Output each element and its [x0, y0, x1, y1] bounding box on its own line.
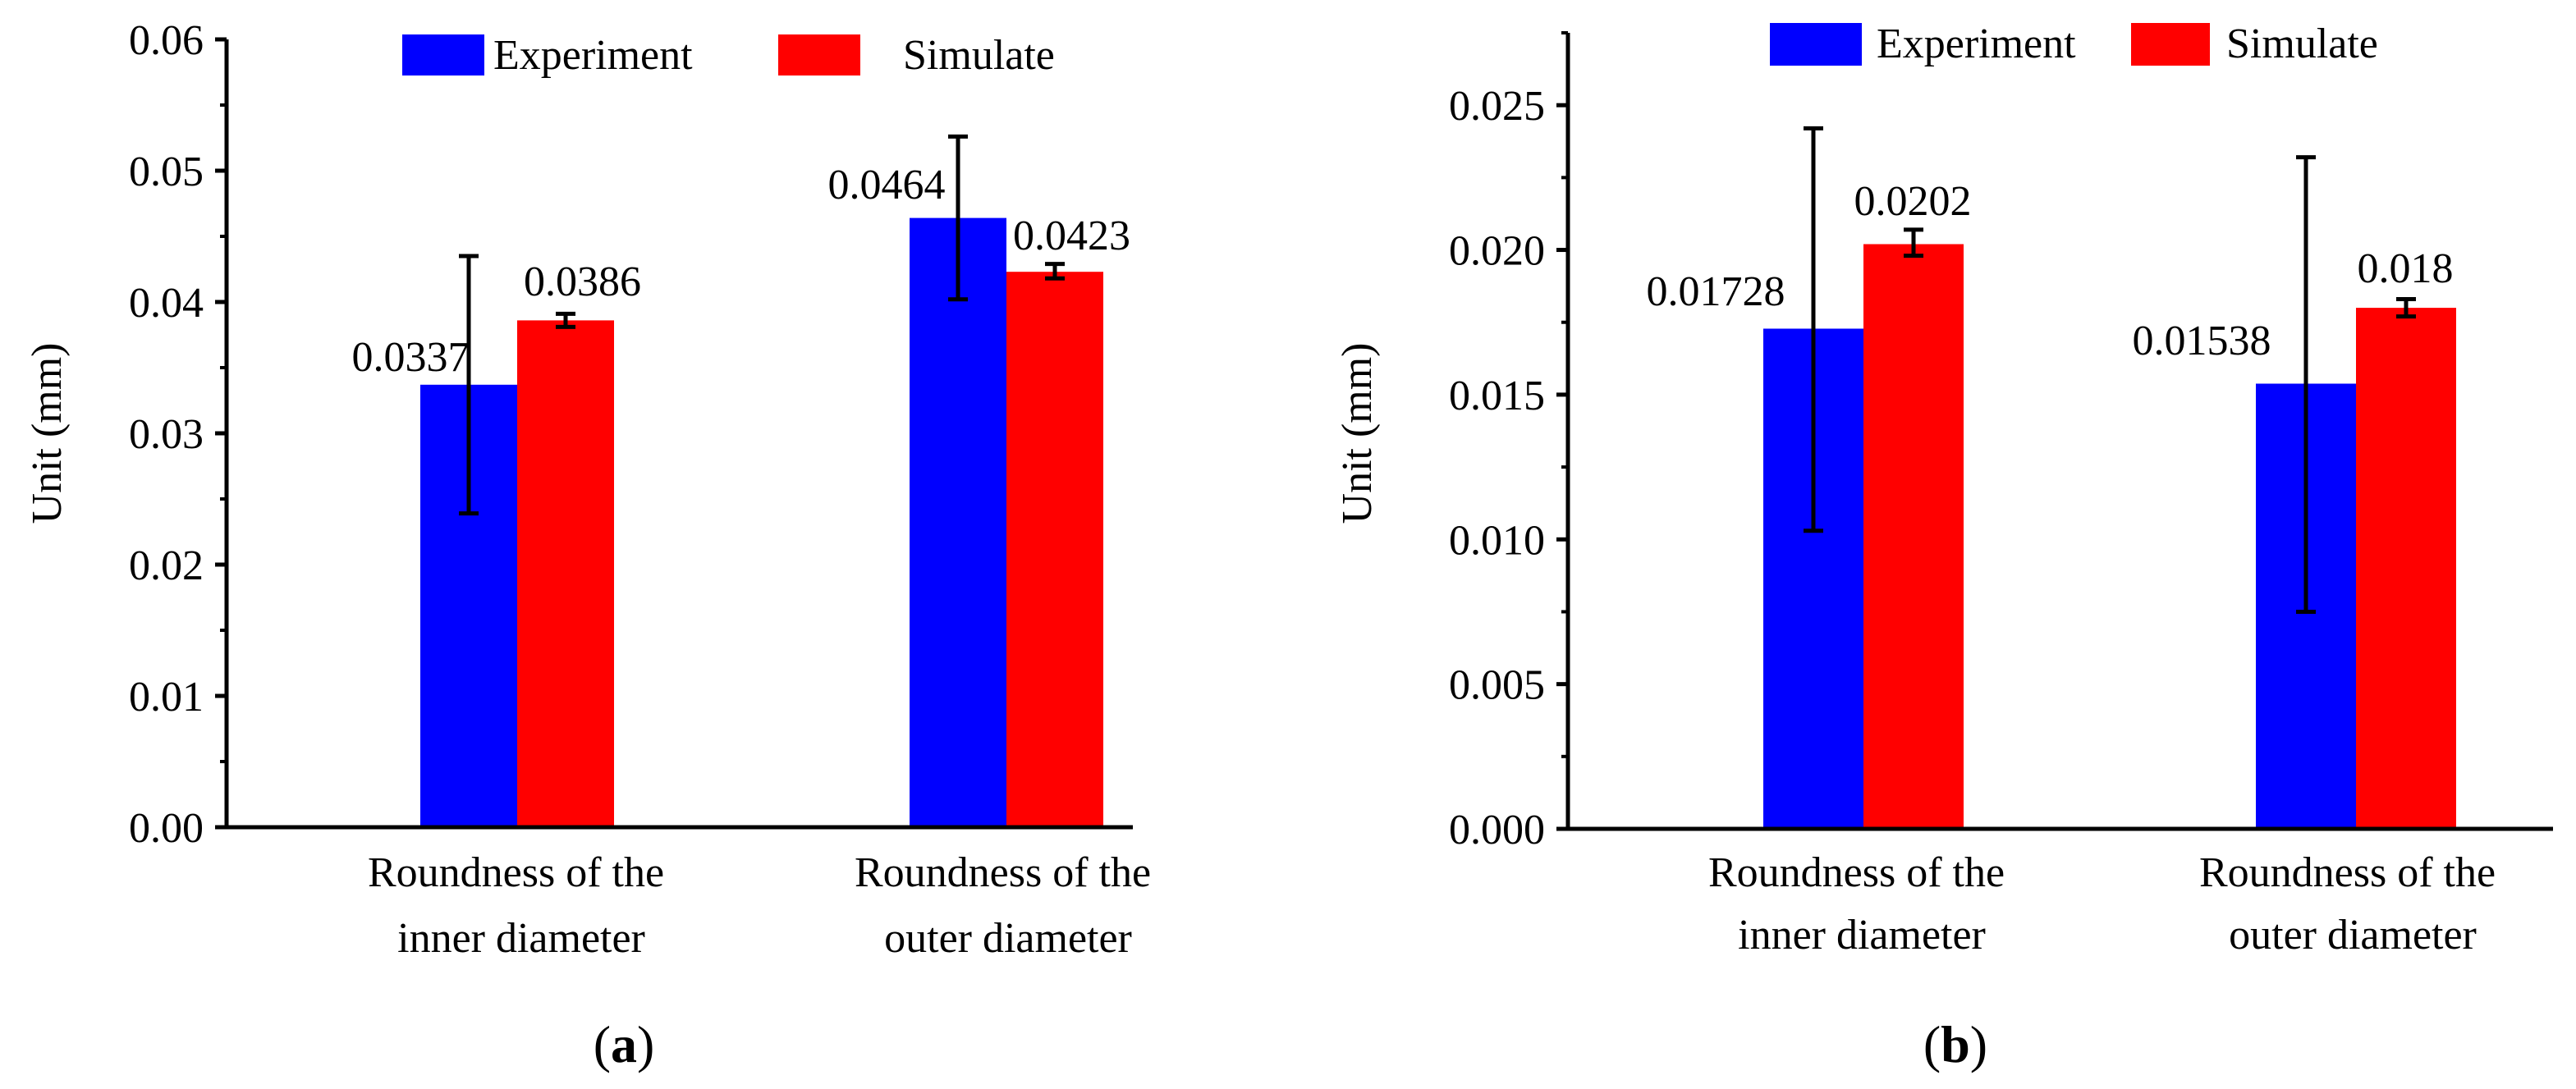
panel-label-a: (a) — [594, 1015, 655, 1073]
category-label-outer: Roundness of the outer diameter — [855, 849, 1162, 962]
category-label-inner: Roundness of the inner diameter — [1708, 849, 2015, 959]
chart-panel-a: 0.00 0.01 0.02 0.03 0.04 0.05 0.06 0.0337 0.046… — [24, 17, 1162, 1073]
error-bar-experiment-inner — [459, 254, 479, 516]
legend-swatch-simulate — [778, 34, 860, 75]
error-bar-simulate-outer — [1045, 262, 1065, 281]
y-tick-label: 0.020 — [1449, 228, 1545, 275]
legend-swatch-experiment — [402, 34, 484, 75]
error-bar-experiment-inner — [1804, 126, 1823, 533]
bar-experiment-outer — [910, 217, 1006, 828]
y-tick-label: 0.005 — [1449, 662, 1545, 709]
value-label-simulate-inner: 0.0386 — [524, 259, 641, 305]
error-bar-experiment-outer — [948, 134, 968, 302]
value-label-experiment-outer: 0.0464 — [828, 162, 946, 208]
legend-swatch-simulate — [2131, 23, 2210, 66]
category-label-inner: Roundness of the inner diameter — [368, 849, 675, 962]
y-tick-label: 0.06 — [129, 17, 204, 64]
value-label-simulate-outer: 0.0423 — [1013, 213, 1130, 259]
error-bar-simulate-inner — [556, 311, 575, 329]
y-tick-label: 0.03 — [129, 411, 204, 458]
value-label-experiment-inner: 0.01728 — [1647, 268, 1785, 315]
legend-label-experiment: Experiment — [493, 32, 693, 79]
legend: Experiment Simulate — [402, 32, 1055, 79]
bar-simulate-inner — [1863, 244, 1964, 829]
legend-swatch-experiment — [1770, 23, 1862, 66]
y-tick-label: 0.000 — [1449, 807, 1545, 853]
value-label-simulate-inner: 0.0202 — [1854, 178, 1972, 225]
bar-simulate-inner — [517, 320, 614, 827]
legend-label-simulate: Simulate — [903, 32, 1055, 79]
error-bar-simulate-inner — [1904, 227, 1923, 259]
bar-simulate-outer — [2356, 308, 2456, 829]
y-tick-label: 0.04 — [129, 280, 204, 327]
legend-label-simulate: Simulate — [2226, 21, 2378, 67]
y-axis-title: Unit (mm) — [1334, 343, 1381, 524]
y-tick-label: 0.05 — [129, 149, 204, 195]
y-tick-label: 0.01 — [129, 674, 204, 721]
legend-label-experiment: Experiment — [1877, 21, 2076, 67]
y-tick-label: 0.02 — [129, 542, 204, 589]
value-label-simulate-outer: 0.018 — [2358, 245, 2454, 292]
y-axis-title: Unit (mm) — [24, 343, 71, 524]
legend: Experiment Simulate — [1770, 21, 2378, 67]
error-bar-experiment-outer — [2296, 155, 2316, 614]
y-tick-label: 0.00 — [129, 805, 204, 852]
panel-label-b: (b) — [1923, 1015, 1987, 1073]
y-tick-label: 0.025 — [1449, 83, 1545, 130]
y-tick-label: 0.015 — [1449, 373, 1545, 419]
y-tick-label: 0.010 — [1449, 517, 1545, 564]
category-label-outer: Roundness of the outer diameter — [2199, 849, 2506, 959]
chart-panel-b: 0.000 0.005 0.010 0.015 0.020 0.025 0.01728 0.… — [1334, 21, 2553, 1073]
value-label-experiment-outer: 0.01538 — [2133, 318, 2271, 364]
value-label-experiment-inner: 0.0337 — [352, 334, 470, 381]
bar-simulate-outer — [1006, 272, 1103, 827]
error-bar-simulate-outer — [2396, 297, 2416, 319]
